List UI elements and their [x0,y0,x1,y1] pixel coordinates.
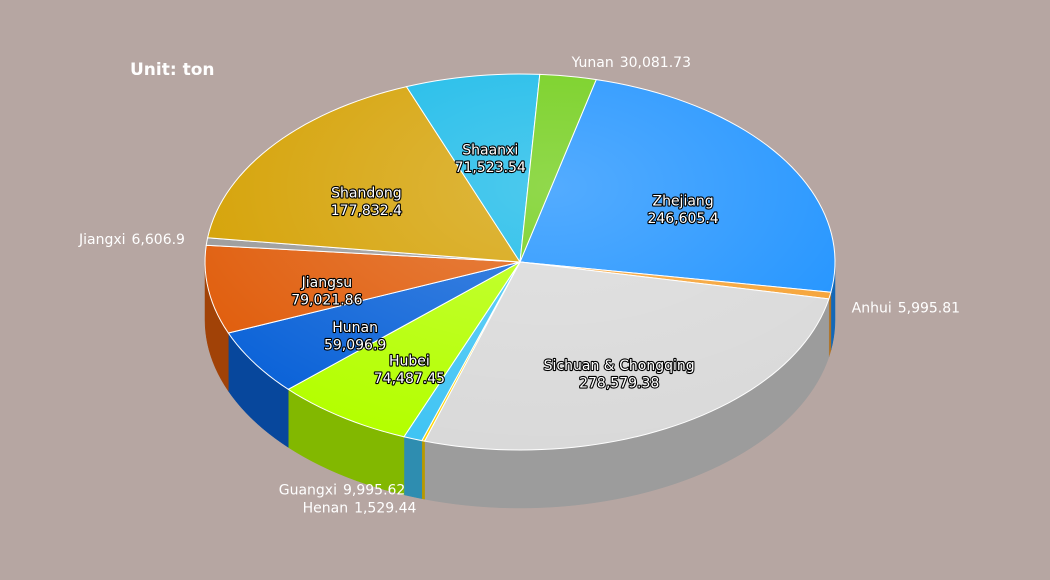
category-label: Hunan [332,320,378,336]
value-label: 246,605.4 [647,211,718,227]
value-label: 5,995.81 [898,300,960,316]
value-label: 1,529.44 [354,501,416,517]
slice-side [828,292,832,357]
data-label: Guangxi 9,995.62 [279,483,406,499]
category-label: Guangxi [279,483,337,499]
chart-title: Unit: ton [130,60,215,80]
data-label: Shandong 177,832.4 [331,186,402,220]
value-label: 6,606.9 [132,232,185,248]
data-label: Henan 1,529.44 [303,501,417,517]
value-label: 30,081.73 [620,55,691,71]
data-label: Jiangxi 6,606.9 [78,232,185,248]
data-label: Jiangsu 79,021.86 [291,275,362,309]
value-label: 74,487.45 [374,371,445,387]
value-label: 278,579.38 [579,376,659,392]
value-label: 79,021.86 [291,292,362,308]
category-label: Jiangsu [301,275,353,291]
value-label: 71,523.54 [455,160,526,176]
category-label: Shaanxi [462,142,518,158]
category-label: Henan [303,501,348,517]
category-label: Zhejiang [652,193,713,209]
value-label: 177,832.4 [331,203,402,219]
data-label: Sichuan & Chongqing 278,579.38 [544,358,695,392]
category-label: Anhui [852,300,892,316]
category-label: Jiangxi [78,232,126,248]
data-label: Shaanxi 71,523.54 [455,142,526,176]
slice-side [421,440,425,500]
data-label: Hunan 59,096.9 [324,320,386,354]
category-label: Sichuan & Chongqing [544,358,695,374]
value-label: 9,995.62 [343,483,405,499]
category-label: Hubei [389,354,430,370]
data-label: Yunan 30,081.73 [571,55,691,71]
slice-side [403,436,423,499]
value-label: 59,096.9 [324,338,386,354]
data-label: Zhejiang 246,605.4 [647,193,718,227]
category-label: Yunan [571,55,614,71]
data-label: Anhui 5,995.81 [852,300,960,316]
data-label: Hubei 74,487.45 [374,354,445,388]
category-label: Shandong [331,186,401,202]
